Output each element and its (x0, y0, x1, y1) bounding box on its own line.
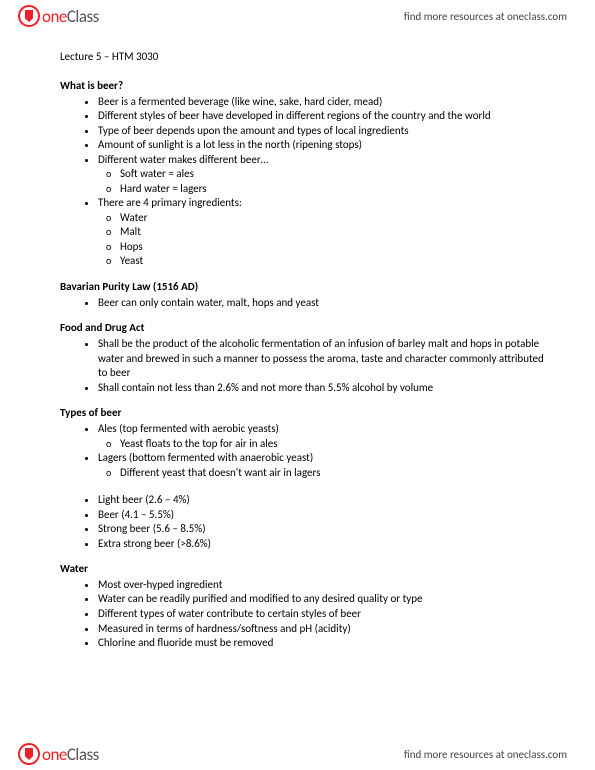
list-item: Shall contain not less than 2.6% and not… (98, 381, 545, 396)
section-heading: Water (60, 562, 545, 577)
brand-logo: oneClass (18, 5, 99, 27)
list-item: Ales (top fermented with aerobic yeasts)… (98, 422, 545, 451)
list-item: Chlorine and fluoride must be removed (98, 636, 545, 651)
list-item: Different types of water contribute to c… (98, 607, 545, 622)
list-subitem: Hard water = lagers (120, 182, 545, 197)
brand-name-part2: Class (67, 6, 99, 27)
list-item: Strong beer (5.6 – 8.5%) (98, 522, 545, 537)
document-body: Lecture 5 – HTM 3030 What is beer?Beer i… (60, 50, 545, 653)
list-item: Beer (4.1 – 5.5%) (98, 508, 545, 523)
list-item: Shall be the product of the alcoholic fe… (98, 337, 545, 381)
brand-name-part1: one (42, 744, 67, 765)
list-subitem: Yeast (120, 254, 545, 269)
section-heading: What is beer? (60, 79, 545, 94)
section-heading: Bavarian Purity Law (1516 AD) (60, 280, 545, 295)
list-item: Different styles of beer have developed … (98, 109, 545, 124)
list-item: Extra strong beer (>8.6%) (98, 537, 545, 552)
brand-name-part1: one (42, 6, 67, 27)
list-item: Beer can only contain water, malt, hops … (98, 296, 545, 311)
brand-logo-footer: oneClass (18, 743, 99, 765)
list-subitem: Yeast floats to the top for air in ales (120, 437, 545, 452)
logo-shield-icon (18, 5, 40, 27)
resources-link-bottom[interactable]: find more resources at oneclass.com (404, 748, 567, 761)
list-subitem: Different yeast that doesn't want air in… (120, 466, 545, 481)
list-item: Amount of sunlight is a lot less in the … (98, 138, 545, 153)
lecture-title: Lecture 5 – HTM 3030 (60, 50, 545, 65)
section-heading: Types of beer (60, 406, 545, 421)
logo-shield-icon (18, 743, 40, 765)
list-subitem: Hops (120, 240, 545, 255)
section-heading: Food and Drug Act (60, 321, 545, 336)
list-item: Different water makes different beer…Sof… (98, 153, 545, 197)
list-item: Measured in terms of hardness/softness a… (98, 622, 545, 637)
page-header: oneClass find more resources at oneclass… (0, 0, 595, 32)
list-item: Most over-hyped ingredient (98, 578, 545, 593)
page-footer: oneClass find more resources at oneclass… (0, 738, 595, 770)
list-item: There are 4 primary ingredients:WaterMal… (98, 196, 545, 269)
list-subitem: Water (120, 211, 545, 226)
list-item: Light beer (2.6 – 4%) (98, 493, 545, 508)
brand-name: oneClass (42, 6, 99, 27)
list-item: Type of beer depends upon the amount and… (98, 124, 545, 139)
list-item: Water can be readily purified and modifi… (98, 592, 545, 607)
list-subitem: Malt (120, 225, 545, 240)
list-item: Lagers (bottom fermented with anaerobic … (98, 451, 545, 480)
brand-name-footer: oneClass (42, 744, 99, 765)
list-subitem: Soft water = ales (120, 167, 545, 182)
resources-link-top[interactable]: find more resources at oneclass.com (404, 10, 567, 23)
brand-name-part2: Class (67, 744, 99, 765)
list-item: Beer is a fermented beverage (like wine,… (98, 95, 545, 110)
